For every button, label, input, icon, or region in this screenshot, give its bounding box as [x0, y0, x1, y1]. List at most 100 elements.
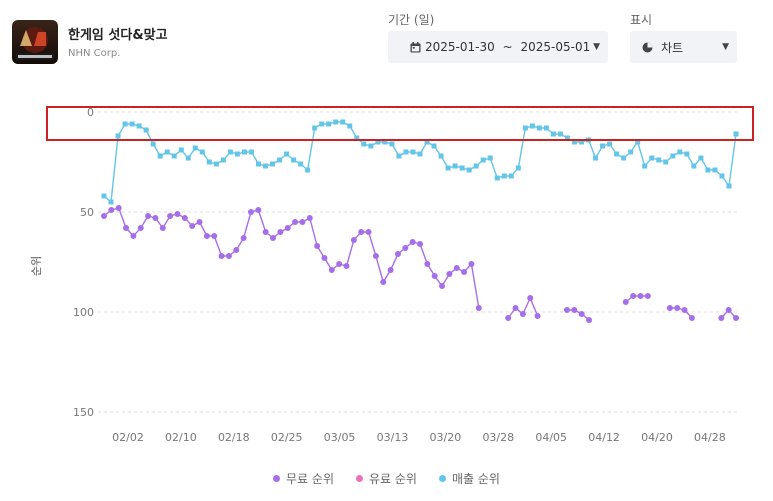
data-point[interactable] [218, 253, 225, 259]
data-point[interactable] [719, 173, 725, 179]
data-point[interactable] [248, 149, 254, 155]
data-point[interactable] [578, 311, 585, 317]
data-point[interactable] [234, 151, 240, 157]
data-point[interactable] [527, 295, 534, 301]
data-point[interactable] [621, 155, 627, 161]
data-point[interactable] [380, 279, 387, 285]
data-point[interactable] [635, 139, 641, 145]
data-point[interactable] [607, 141, 613, 147]
data-point[interactable] [637, 293, 644, 299]
data-point[interactable] [712, 167, 718, 173]
data-point[interactable] [666, 305, 673, 311]
data-point[interactable] [382, 139, 388, 145]
data-point[interactable] [387, 267, 394, 273]
data-point[interactable] [354, 135, 360, 141]
data-point[interactable] [157, 153, 163, 159]
data-point[interactable] [534, 313, 541, 319]
data-point[interactable] [571, 307, 578, 313]
data-point[interactable] [564, 135, 570, 141]
data-point[interactable] [101, 213, 107, 219]
data-point[interactable] [340, 119, 346, 125]
data-point[interactable] [181, 215, 188, 221]
data-point[interactable] [375, 139, 381, 145]
data-point[interactable] [487, 155, 493, 161]
data-point[interactable] [522, 125, 528, 131]
data-point[interactable] [372, 253, 379, 259]
data-point[interactable] [185, 155, 191, 161]
data-point[interactable] [123, 225, 130, 231]
data-point[interactable] [213, 161, 219, 167]
data-point[interactable] [644, 293, 651, 299]
data-point[interactable] [409, 239, 416, 245]
data-point[interactable] [417, 241, 423, 247]
data-point[interactable] [262, 229, 269, 235]
data-point[interactable] [475, 305, 482, 311]
data-point[interactable] [519, 311, 526, 317]
data-point[interactable] [347, 123, 353, 129]
data-point[interactable] [189, 223, 196, 229]
data-point[interactable] [227, 149, 233, 155]
data-point[interactable] [211, 233, 218, 239]
data-point[interactable] [365, 229, 372, 235]
data-point[interactable] [284, 225, 291, 231]
data-point[interactable] [255, 207, 262, 213]
date-range-picker[interactable]: 2025-01-30 ~ 2025-05-01 ▼ [388, 31, 608, 63]
data-point[interactable] [291, 157, 297, 163]
data-point[interactable] [403, 149, 409, 155]
data-point[interactable] [178, 147, 184, 153]
data-point[interactable] [705, 167, 711, 173]
data-point[interactable] [505, 315, 512, 321]
data-point[interactable] [691, 163, 697, 169]
data-point[interactable] [438, 153, 444, 159]
data-point[interactable] [115, 205, 122, 211]
data-point[interactable] [319, 121, 325, 127]
data-point[interactable] [494, 175, 500, 181]
data-point[interactable] [396, 153, 402, 159]
data-point[interactable] [159, 225, 166, 231]
data-point[interactable] [642, 163, 648, 169]
data-point[interactable] [277, 229, 284, 235]
data-point[interactable] [674, 305, 681, 311]
data-point[interactable] [394, 251, 401, 257]
data-point[interactable] [424, 139, 430, 145]
data-point[interactable] [630, 293, 637, 299]
data-point[interactable] [368, 143, 374, 149]
data-point[interactable] [299, 219, 306, 225]
data-point[interactable] [321, 255, 328, 261]
data-point[interactable] [150, 141, 156, 147]
data-point[interactable] [305, 167, 311, 173]
data-point[interactable] [122, 121, 128, 127]
data-point[interactable] [688, 315, 695, 321]
data-point[interactable] [136, 123, 142, 129]
data-point[interactable] [241, 149, 247, 155]
data-point[interactable] [270, 235, 277, 241]
data-point[interactable] [733, 131, 739, 137]
data-point[interactable] [233, 247, 240, 253]
legend-item-free[interactable]: 무료 순위 [273, 470, 334, 487]
data-point[interactable] [108, 207, 115, 213]
data-point[interactable] [312, 125, 318, 131]
data-point[interactable] [326, 121, 332, 127]
data-point[interactable] [663, 159, 669, 165]
data-point[interactable] [270, 161, 276, 167]
data-point[interactable] [298, 161, 304, 167]
data-point[interactable] [725, 307, 732, 313]
data-point[interactable] [130, 233, 137, 239]
data-point[interactable] [196, 219, 203, 225]
data-point[interactable] [586, 317, 593, 323]
data-point[interactable] [622, 299, 629, 305]
data-point[interactable] [277, 157, 283, 163]
data-point[interactable] [453, 265, 460, 271]
data-point[interactable] [614, 151, 620, 157]
data-point[interactable] [726, 183, 732, 189]
data-point[interactable] [571, 139, 577, 145]
data-point[interactable] [529, 123, 535, 129]
data-point[interactable] [171, 153, 177, 159]
data-point[interactable] [543, 125, 549, 131]
data-point[interactable] [143, 127, 149, 133]
data-point[interactable] [333, 119, 339, 125]
data-point[interactable] [167, 213, 174, 219]
data-point[interactable] [459, 165, 465, 171]
data-point[interactable] [328, 267, 335, 273]
data-point[interactable] [389, 141, 395, 147]
